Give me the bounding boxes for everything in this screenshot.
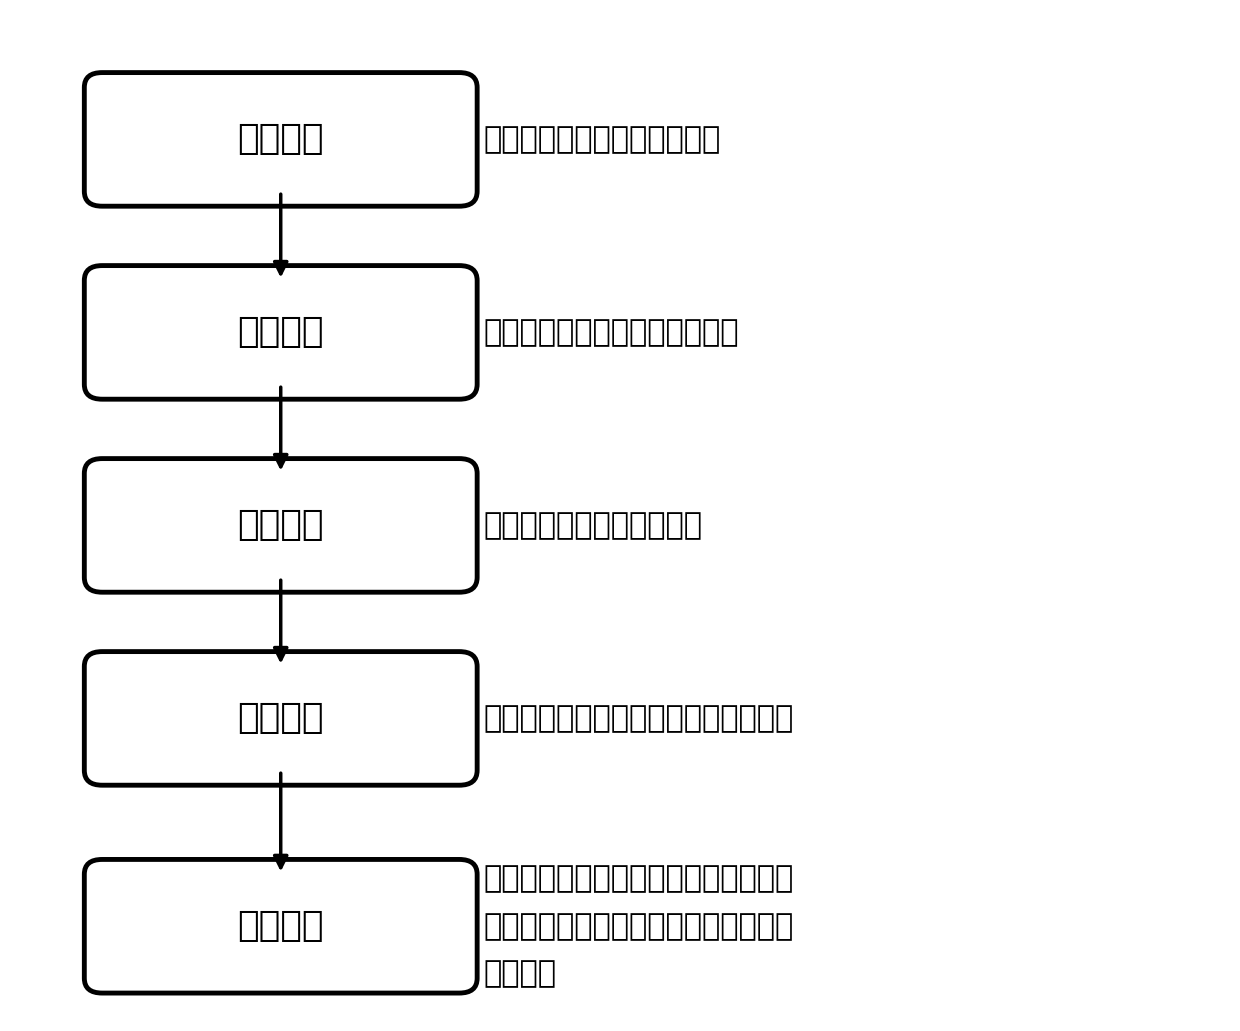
FancyBboxPatch shape bbox=[84, 266, 477, 399]
Text: 遨选模块: 遨选模块 bbox=[238, 701, 324, 735]
Text: 剥除不可得、不连续的无效指标: 剥除不可得、不连续的无效指标 bbox=[484, 318, 739, 346]
FancyBboxPatch shape bbox=[84, 652, 477, 786]
Text: 海选模块: 海选模块 bbox=[238, 123, 324, 157]
Text: 筛选模块: 筛选模块 bbox=[238, 508, 324, 542]
FancyBboxPatch shape bbox=[84, 72, 477, 206]
Text: 通过聚类分析图谱，敏感因子，即信息
熵比平均熵与最大熵比平均熵之比留选
最佳指标: 通过聚类分析图谱，敏感因子，即信息 熵比平均熵与最大熵比平均熵之比留选 最佳指标 bbox=[484, 864, 794, 988]
Text: 收集与股市、投资者有关指标: 收集与股市、投资者有关指标 bbox=[484, 125, 720, 154]
FancyBboxPatch shape bbox=[84, 459, 477, 592]
Text: 通过无关分析剥除无关指标: 通过无关分析剥除无关指标 bbox=[484, 511, 702, 540]
Text: 初选模块: 初选模块 bbox=[238, 315, 324, 350]
Text: 优选模块: 优选模块 bbox=[238, 909, 324, 943]
FancyBboxPatch shape bbox=[84, 860, 477, 993]
Text: 通过相关分析和聚类分析删除冗余指标: 通过相关分析和聚类分析删除冗余指标 bbox=[484, 704, 794, 733]
